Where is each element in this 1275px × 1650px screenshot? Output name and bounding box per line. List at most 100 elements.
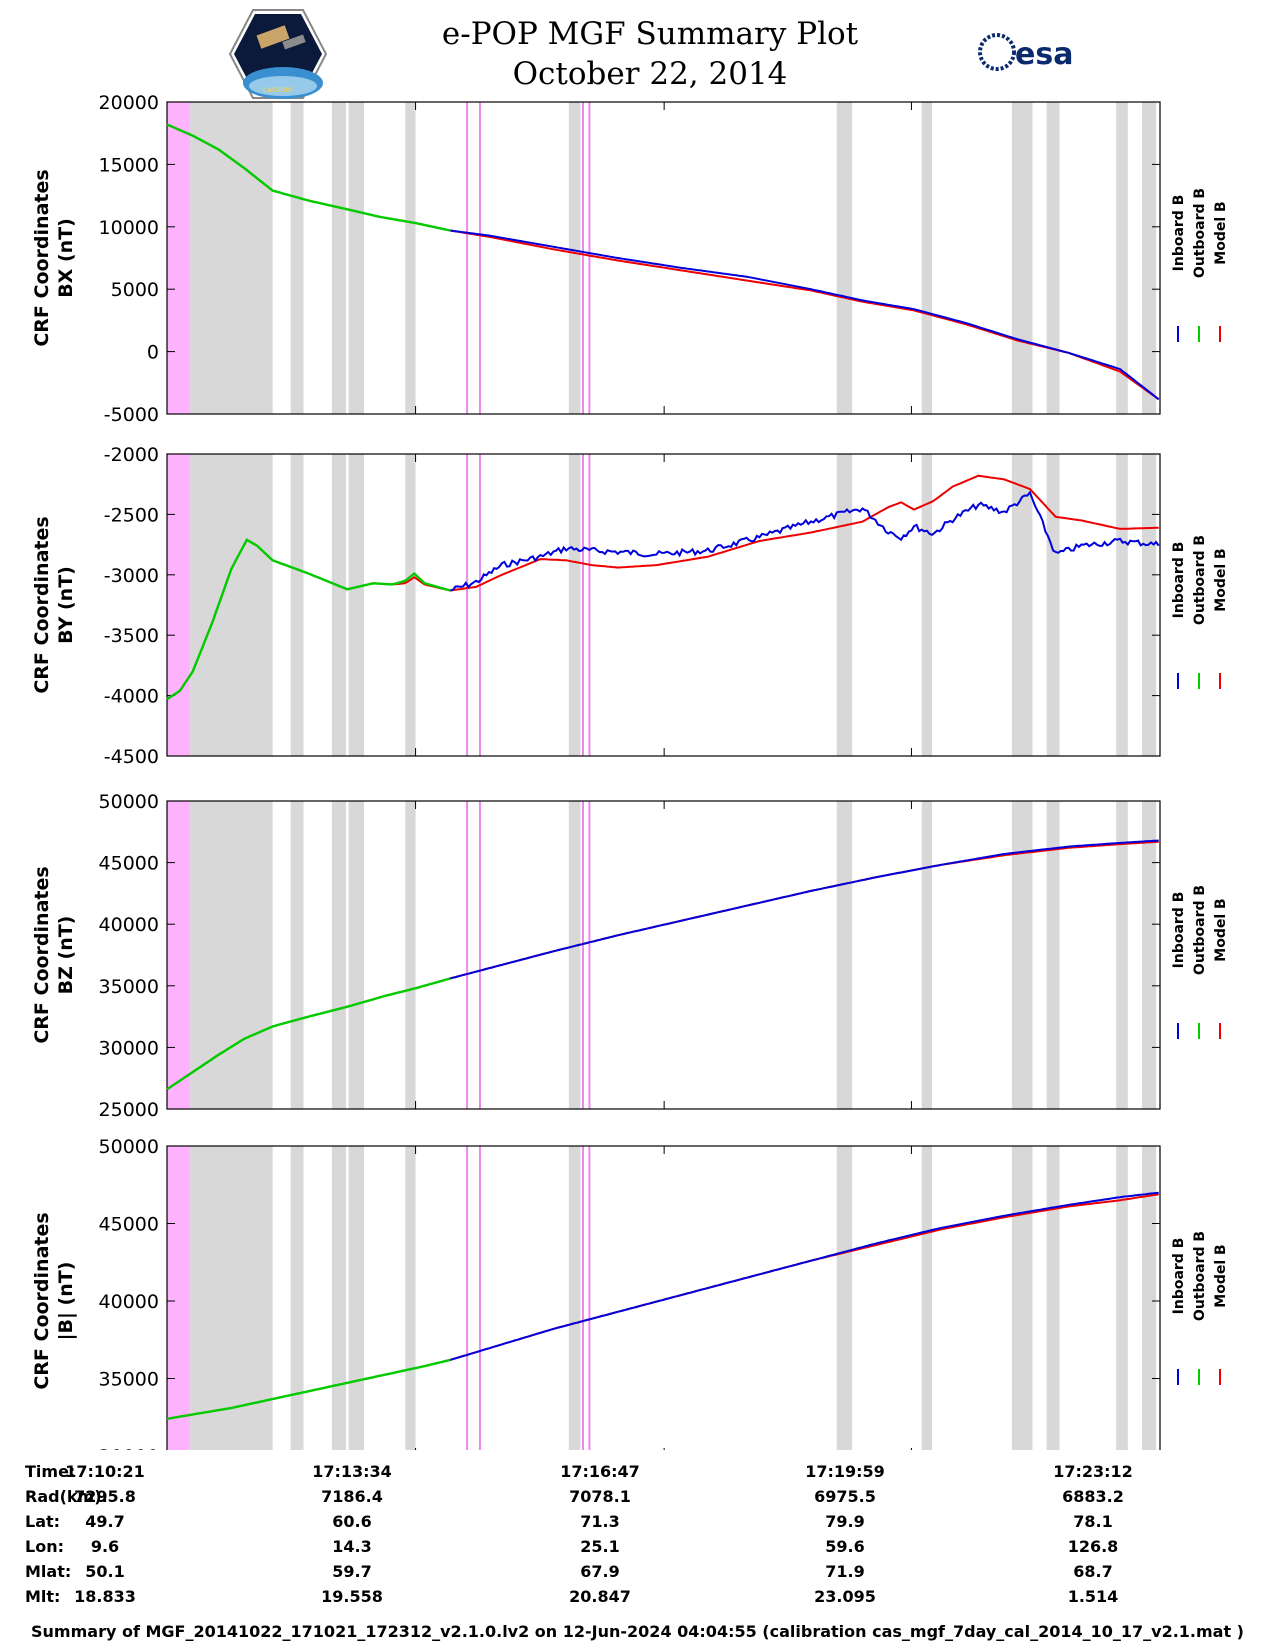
y-tick-label: 30000 [99,1446,159,1450]
gray-band [1011,1146,1033,1450]
gray-band [836,454,853,756]
gray-band [921,1146,933,1450]
gray-band [568,1146,581,1450]
info-cell: 17:10:21 [65,1462,145,1481]
legend-label: Outboard B [1192,535,1208,625]
axes-frame [166,101,1161,415]
panel-2: -2000 -2500 -3000 -3500 -4000 -4500 CRF Coordi… [31,444,1229,768]
panel-1: 20000 15000 10000 5000 0 -5000 CRF Coordinates… [31,92,1229,426]
page-title: e-POP MGF Summary Plot October 22, 2014 [400,14,900,94]
series-model-b [166,123,1160,401]
y-tick-label: 40000 [99,914,159,936]
gray-band [1116,801,1128,1109]
gray-band [331,1146,347,1450]
logo-caption: CASSIOPE [263,87,293,94]
info-cell: 71.9 [825,1562,865,1581]
series-inboard-b [450,229,1160,401]
gray-band [1116,454,1128,756]
y-tick-label: 10000 [99,217,159,239]
legend-label: Model B [1213,548,1229,611]
gray-band [568,102,581,414]
gray-band [1116,102,1128,414]
y-tick-label: 0 [147,342,159,364]
panel-4: 50000 45000 40000 35000 30000 CRF Coordinates… [31,1136,1229,1450]
gray-band [290,454,304,756]
y-tick-label: 50000 [99,791,159,813]
y-axis-label-line-1: CRF Coordinates [31,516,53,693]
gray-band [1141,102,1157,414]
gray-band [290,1146,304,1450]
series-model-b [166,474,1159,701]
y-axis-label-line-2: BY (nT) [55,566,77,644]
info-cell: 67.9 [580,1562,620,1581]
info-cell: 9.6 [90,1537,120,1556]
y-tick-label: -4000 [104,686,159,708]
axes-frame [166,800,1161,1110]
y-axis-label-line-2: BZ (nT) [55,916,77,995]
legend-label: Inboard B [1171,195,1187,272]
gray-band [836,102,853,414]
y-tick-label: 15000 [99,154,159,176]
legend-label: Model B [1213,201,1229,264]
gray-band [1141,1146,1157,1450]
info-cell: 6975.5 [814,1487,876,1506]
gray-band [290,801,304,1109]
gray-band [1011,801,1033,1109]
info-cell: 6883.2 [1062,1487,1124,1506]
y-axis-label-line-2: BX (nT) [55,218,77,298]
info-cell: 17:19:59 [805,1462,885,1481]
info-cell: 59.6 [825,1537,865,1556]
info-cell: 59.7 [332,1562,372,1581]
gray-band [1046,1146,1060,1450]
magenta-band [167,1146,191,1450]
info-cell: 79.9 [825,1512,865,1531]
y-axis-label-line-2: |B| (nT) [55,1262,77,1341]
footer-caption: Summary of MGF_20141022_171021_172312_v2… [31,1622,1244,1641]
series-model-b [166,1193,1159,1420]
info-cell: 71.3 [580,1512,620,1531]
info-row-label: Mlt: [25,1587,61,1606]
y-tick-label: -3500 [104,625,159,647]
legend-label: Inboard B [1171,542,1187,619]
y-tick-label: -5000 [104,404,159,426]
series-outboard-b [166,1358,451,1420]
y-tick-label: -2000 [104,444,159,466]
series-inboard-b [450,490,1160,592]
y-tick-label: -4500 [104,746,159,768]
legend-label: Outboard B [1192,1231,1208,1321]
y-tick-label: 40000 [99,1291,159,1313]
info-cell: 17:23:12 [1053,1462,1133,1481]
gray-band [348,1146,365,1450]
info-cell: 19.558 [321,1587,383,1606]
y-tick-label: 50000 [99,1136,159,1158]
y-tick-label: 35000 [99,1369,159,1391]
info-cell: 18.833 [74,1587,136,1606]
y-axis-label-line-1: CRF Coordinates [31,1212,53,1389]
info-cell: 1.514 [1067,1587,1119,1606]
esa-logo-text: esa [1015,37,1073,72]
y-tick-label: 5000 [111,279,159,301]
gray-band [348,454,365,756]
gray-band [190,454,273,756]
gray-band [190,801,273,1109]
gray-band [1046,102,1060,414]
info-cell: 20.847 [569,1587,631,1606]
info-cell: 49.7 [85,1512,125,1531]
legend-label: Model B [1213,1244,1229,1307]
y-tick-label: 35000 [99,976,159,998]
gray-band [1046,454,1060,756]
axes-frame [166,1145,1161,1450]
series-inboard-b [450,839,1159,980]
gray-band [921,801,933,1109]
title-line-2: October 22, 2014 [512,56,788,92]
info-cell: 17:13:34 [312,1462,392,1481]
info-cell: 50.1 [85,1562,125,1581]
y-axis-label-line-1: CRF Coordinates [31,866,53,1043]
gray-band [405,454,416,756]
gray-band [568,801,581,1109]
gray-band [190,102,273,414]
series-inboard-b [450,1191,1159,1361]
gray-band [331,801,347,1109]
info-row-label: Time: [25,1462,76,1481]
info-cell: 7078.1 [569,1487,631,1506]
